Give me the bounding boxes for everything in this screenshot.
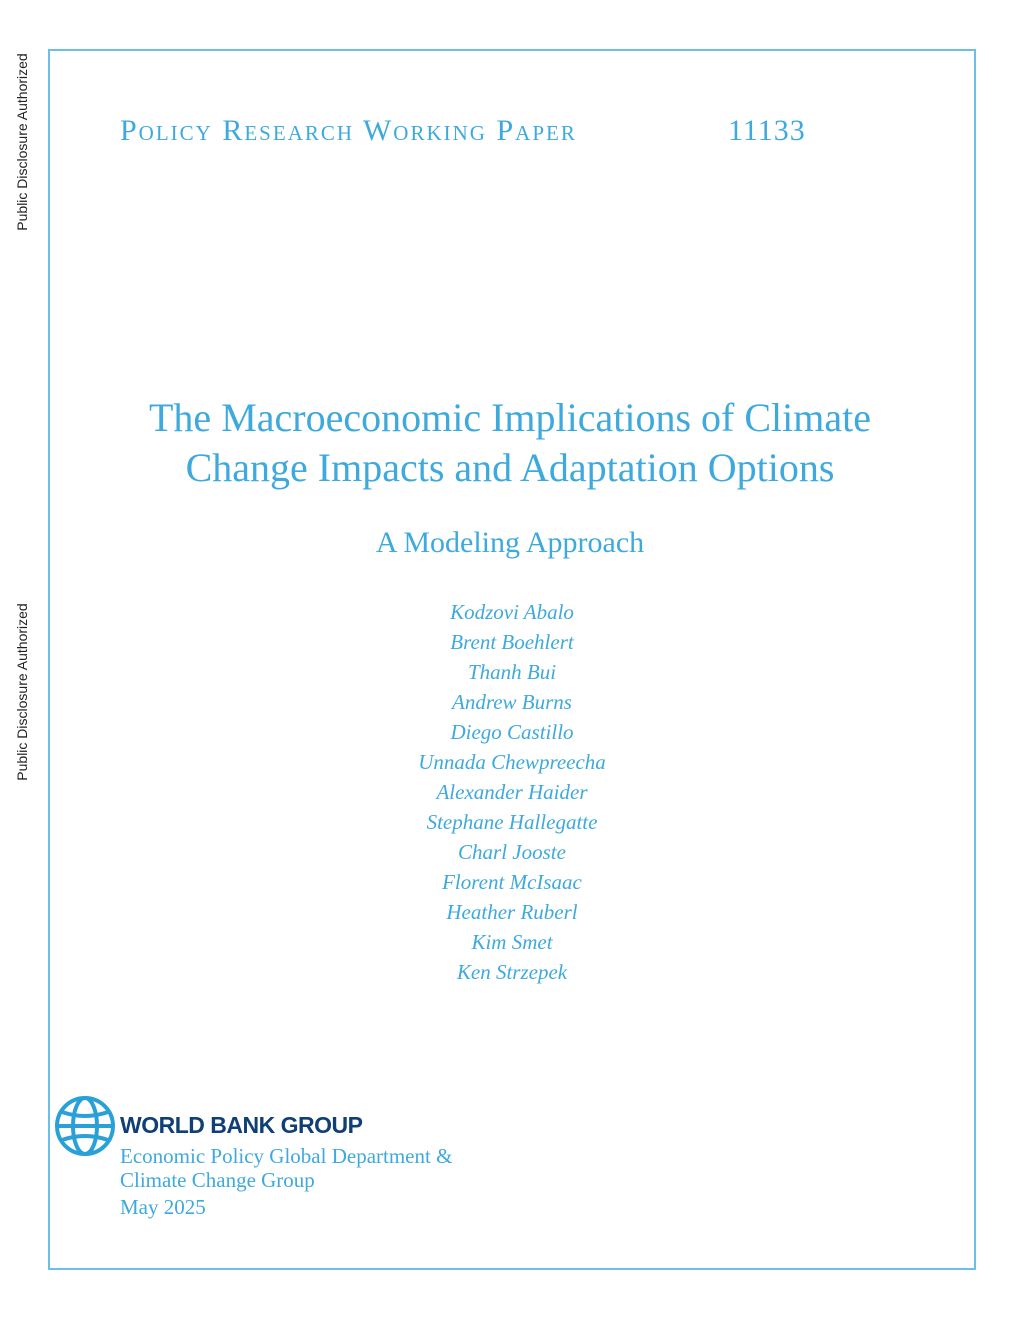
author: Charl Jooste bbox=[458, 840, 566, 864]
author: Diego Castillo bbox=[450, 720, 574, 744]
author: Heather Ruberl bbox=[446, 900, 578, 924]
date: May 2025 bbox=[120, 1195, 206, 1219]
author: Brent Boehlert bbox=[450, 630, 574, 654]
author: Stephane Hallegatte bbox=[426, 810, 598, 834]
author: Ken Strzepek bbox=[456, 960, 568, 984]
side-label: Public Disclosure Authorized bbox=[14, 53, 30, 231]
series-name: Policy Research Working Paper bbox=[120, 114, 577, 147]
author: Andrew Burns bbox=[452, 690, 572, 714]
department: Climate Change Group bbox=[120, 1168, 315, 1192]
author: Kim Smet bbox=[471, 930, 553, 954]
author: Alexander Haider bbox=[436, 780, 588, 804]
author: Kodzovi Abalo bbox=[450, 600, 574, 624]
subtitle: A Modeling Approach bbox=[375, 526, 645, 559]
department: Economic Policy Global Department & bbox=[120, 1144, 453, 1168]
author: Thanh Bui bbox=[467, 660, 557, 684]
page-frame bbox=[48, 49, 976, 1270]
title-line: Change Impacts and Adaptation Options bbox=[185, 445, 835, 490]
author: Unnada Chewpreecha bbox=[418, 750, 606, 774]
paper-number: 11133 bbox=[728, 114, 806, 147]
logo-text: WORLD BANK GROUP bbox=[120, 1112, 363, 1138]
title-line: The Macroeconomic Implications of Climat… bbox=[149, 395, 871, 440]
logo-globe bbox=[55, 1096, 115, 1156]
author: Florent McIsaac bbox=[442, 870, 582, 894]
